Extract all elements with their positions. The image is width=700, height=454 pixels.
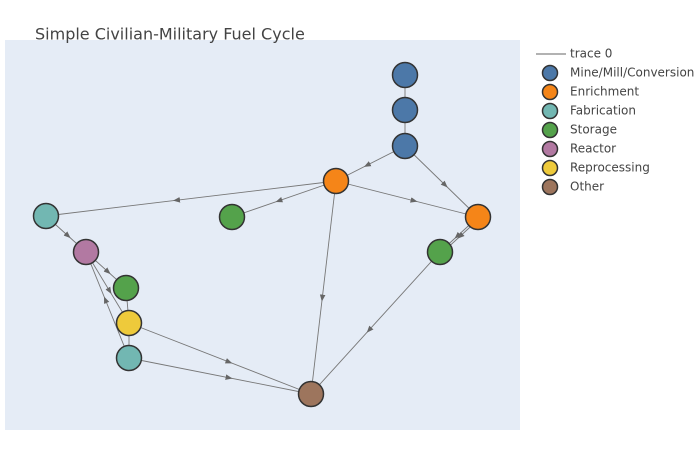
- edge: [310, 251, 441, 395]
- node[interactable]: [112, 274, 140, 302]
- legend-label[interactable]: Enrichment: [570, 85, 639, 99]
- legend-marker: [541, 121, 559, 139]
- node[interactable]: [115, 309, 143, 337]
- node[interactable]: [218, 203, 246, 231]
- edge: [45, 180, 337, 217]
- node[interactable]: [32, 202, 60, 230]
- legend-marker: [541, 102, 559, 120]
- node[interactable]: [391, 132, 419, 160]
- legend-marker: [541, 159, 559, 177]
- node[interactable]: [426, 238, 454, 266]
- legend-label[interactable]: Storage: [570, 123, 617, 137]
- legend-label[interactable]: Reactor: [570, 142, 616, 156]
- legend-marker: [541, 83, 559, 101]
- chart-title: Simple Civilian-Military Fuel Cycle: [35, 25, 305, 44]
- edge: [85, 251, 130, 359]
- legend[interactable]: trace 0 Mine/Mill/Conversion Enrichment Fa…: [536, 47, 694, 196]
- edge: [128, 357, 312, 395]
- plot-area: [5, 40, 520, 430]
- node[interactable]: [322, 167, 350, 195]
- node[interactable]: [72, 238, 100, 266]
- legend-marker: [541, 140, 559, 158]
- node[interactable]: [115, 344, 143, 372]
- edge: [335, 180, 479, 218]
- legend-label[interactable]: Mine/Mill/Conversion: [570, 66, 694, 80]
- node[interactable]: [391, 96, 419, 124]
- node[interactable]: [464, 203, 492, 231]
- node[interactable]: [391, 61, 419, 89]
- legend-marker: [541, 178, 559, 196]
- legend-label[interactable]: trace 0: [570, 47, 612, 61]
- legend-label[interactable]: Other: [570, 180, 604, 194]
- legend-label[interactable]: Reprocessing: [570, 161, 650, 175]
- legend-marker: [541, 64, 559, 82]
- node[interactable]: [297, 380, 325, 408]
- edge: [310, 180, 337, 395]
- edge: [128, 322, 312, 395]
- legend-label[interactable]: Fabrication: [570, 104, 636, 118]
- edge: [231, 180, 337, 218]
- nodes: [32, 61, 492, 408]
